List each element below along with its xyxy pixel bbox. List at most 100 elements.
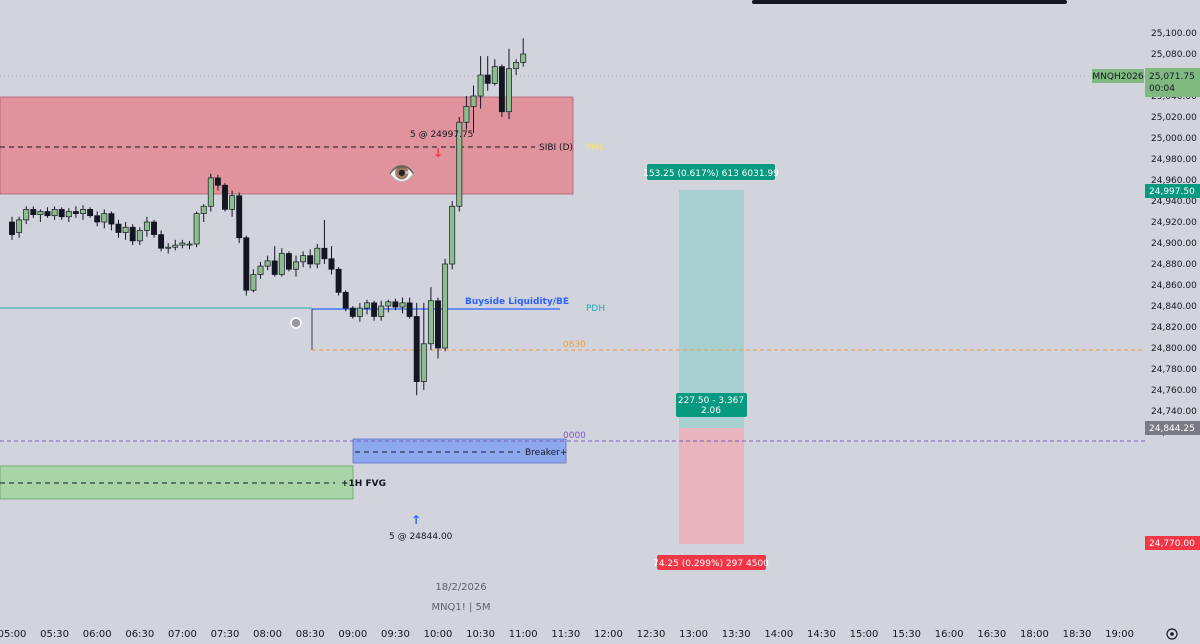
candle [58,209,65,218]
rr-label-line2: 2.06 [701,406,721,416]
stop-badge: 24,770.00 [1149,539,1195,549]
candle [349,307,356,317]
time-tick-label: 11:30 [551,629,580,640]
candle [257,265,264,275]
time-tick-label: 07:00 [168,629,197,640]
last-price-badge: 25,071.75 [1149,72,1195,82]
flag-icon[interactable] [290,317,302,329]
candle [165,246,172,249]
top-panel-edge [752,0,1067,4]
price-tick-label: 24,980.00 [1151,155,1197,165]
time-tick-label: 13:30 [722,629,751,640]
stop-zone[interactable] [679,428,744,544]
candle [356,307,363,317]
stop-badge-bg [1145,536,1200,550]
candle [23,209,30,221]
candle [321,247,328,260]
candle [214,177,221,186]
candle [342,292,349,309]
stop-label-bg [657,555,766,570]
sibi-label: SIBI (D) [539,143,573,153]
candle [16,219,23,233]
entry-badge: 24,997.50 [1149,187,1195,197]
time-tick-label: 12:00 [594,629,623,640]
current-badge-bg [1145,421,1200,435]
target-zone[interactable] [679,190,744,428]
rr-label-bg [676,393,747,417]
price-tick-label: 24,880.00 [1151,260,1197,270]
time-tick-label: 11:00 [509,629,538,640]
candle [151,221,157,235]
buy-fill-label: 5 @ 24844.00 [389,532,453,542]
price-tick-label: 24,800.00 [1151,344,1197,354]
candle [463,106,470,123]
candle [65,211,72,218]
candle [520,53,527,63]
candle [449,205,456,265]
time-tick-label: 06:00 [83,629,112,640]
time-tick-label: 08:30 [296,629,325,640]
time-tick-label: 08:00 [253,629,282,640]
candle [420,343,427,382]
candle [435,300,441,349]
time-tick-label: 15:00 [850,629,879,640]
time-tick-label: 07:30 [211,629,240,640]
last-price-badge-bg [1145,68,1200,97]
candle [9,221,15,235]
candle [207,177,214,207]
time-tick-label: 10:30 [466,629,495,640]
sell-fill-label: 5 @ 24997.75 [410,130,473,140]
l0830-label: 0830 [563,340,586,350]
candle [328,258,335,270]
candle [101,213,108,223]
candle [364,302,370,309]
price-tick-label: 24,780.00 [1151,365,1197,375]
candle [250,274,257,291]
breaker-zone[interactable] [352,438,567,464]
time-tick-label: 14:00 [764,629,793,640]
time-tick-label: 19:00 [1105,629,1134,640]
fvg-label: +1H FVG [341,479,386,489]
settings-gear-icon[interactable] [1166,628,1178,640]
time-tick-label: 06:30 [125,629,154,640]
time-tick-label: 15:30 [892,629,921,640]
candle [264,260,271,267]
price-tick-label: 24,900.00 [1151,239,1197,249]
time-tick-label: 09:30 [381,629,410,640]
price-tick-label: 25,000.00 [1151,134,1197,144]
symbol-badge: MNQH2026 [1092,72,1144,82]
price-tick-label: 24,740.00 [1151,407,1197,417]
sibi-zone[interactable] [0,96,574,195]
candle-series [9,38,527,396]
buyside-label: Buyside Liquidity/BE [465,297,569,307]
candle [314,247,321,265]
price-tick-label: 24,760.00 [1151,386,1197,396]
time-tick-label: 12:30 [637,629,666,640]
price-tick-label: 24,820.00 [1151,323,1197,333]
rr-label-line1: 227.50 - 3.367 [678,396,744,406]
candle [136,230,143,242]
candle [129,226,136,242]
candle [399,302,406,308]
candle [491,66,498,84]
time-tick-label: 10:00 [424,629,453,640]
buy-arrow-icon: ↑ [411,513,421,527]
candle [236,195,243,239]
time-tick-label: 05:00 [0,629,26,640]
time-axis[interactable]: 05:00 05:30 06:00 06:30 07:00 07:30 08:00 08:30… [0,629,1134,640]
candle [193,213,200,245]
eye-icon: 👁️ [388,162,415,187]
candle [278,253,285,275]
candle [335,268,342,293]
candle [385,301,392,307]
candle [413,316,420,382]
sell-arrow-icon: ↓ [433,146,443,160]
candle [392,301,399,308]
candle [222,184,228,210]
candle [158,234,165,249]
candle [51,209,58,217]
price-tick-label: 24,940.00 [1151,197,1197,207]
candle [271,260,278,275]
